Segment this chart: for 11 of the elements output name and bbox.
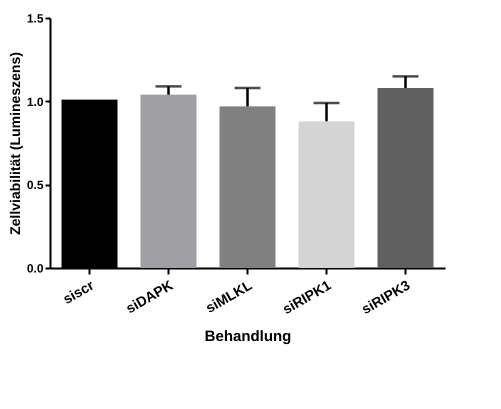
x-tick-label: siscr [60, 276, 97, 307]
y-tick-label: 0.5 [26, 178, 44, 192]
y-tick-label: 1.0 [26, 94, 44, 109]
x-axis-title: Behandlung [204, 328, 292, 346]
y-axis-title: Zellviabilität (Lumineszens) [6, 52, 23, 235]
y-tick-label: 0.0 [26, 262, 44, 276]
bar [298, 121, 354, 268]
bar [220, 106, 276, 268]
y-tick-label: 1.5 [26, 12, 44, 26]
bar [140, 94, 196, 268]
bar [378, 88, 434, 268]
